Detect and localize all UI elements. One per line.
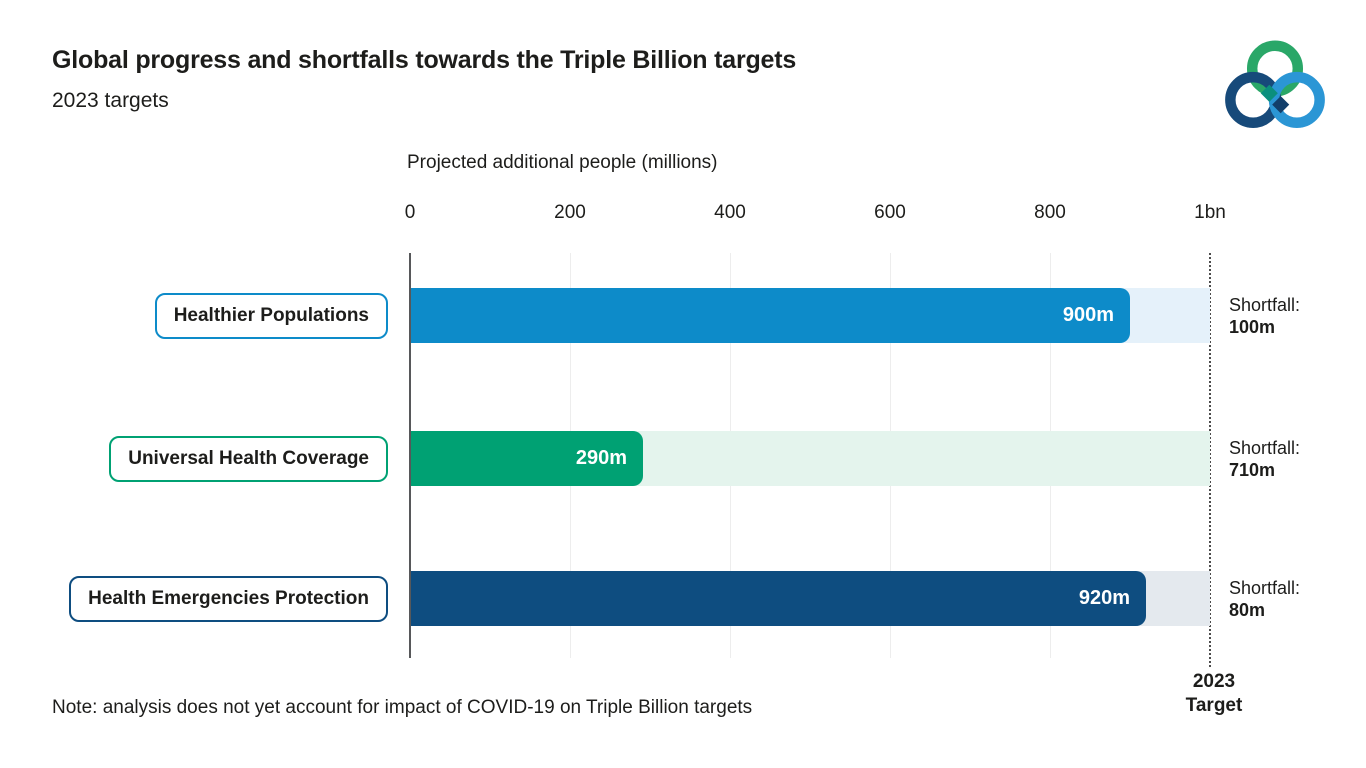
x-tick-label: 1bn <box>1194 202 1226 223</box>
x-tick-label: 400 <box>714 202 746 223</box>
shortfall-caption: Shortfall: <box>1229 437 1301 458</box>
target-line-label-word: Target <box>1185 695 1243 716</box>
shortfall-label: Shortfall: 710m <box>1229 437 1300 481</box>
category-label-box: Health Emergencies Protection <box>69 575 388 622</box>
chart-row: 290m Universal Health Coverage Shortfall… <box>0 431 1366 486</box>
shortfall-caption: Shortfall: <box>1229 294 1301 315</box>
category-label: Healthier Populations <box>173 304 369 326</box>
x-axis-title: Projected additional people (millions) <box>407 152 718 173</box>
target-line-label-year: 2023 <box>1192 671 1236 692</box>
shortfall-value: 80m <box>1229 599 1266 620</box>
bar: 290m <box>411 431 643 486</box>
bar-value-label: 900m <box>1062 304 1114 326</box>
x-tick-label: 200 <box>554 202 586 223</box>
category-label: Health Emergencies Protection <box>88 587 369 609</box>
x-tick-label: 800 <box>1034 202 1066 223</box>
chart-row: 900m Healthier Populations Shortfall: 10… <box>0 288 1366 343</box>
triple-billion-logo <box>1218 40 1332 143</box>
bar-value-label: 920m <box>1078 587 1130 609</box>
target-line-label: 2023 Target <box>1186 670 1243 718</box>
x-tick-label: 0 <box>404 202 416 223</box>
category-label-box: Universal Health Coverage <box>109 435 388 482</box>
shortfall-caption: Shortfall: <box>1229 577 1301 598</box>
target-dotted-line <box>1209 253 1211 667</box>
shortfall-label: Shortfall: 80m <box>1229 577 1300 621</box>
footnote: Note: analysis does not yet account for … <box>52 697 753 718</box>
chart-row: 920m Health Emergencies Protection Short… <box>0 571 1366 626</box>
shortfall-value: 100m <box>1229 316 1276 337</box>
bar-value-label: 290m <box>575 447 627 469</box>
page-title: Global progress and shortfalls towards t… <box>52 46 797 74</box>
category-label: Universal Health Coverage <box>128 447 369 469</box>
shortfall-label: Shortfall: 100m <box>1229 294 1300 338</box>
x-axis-ticks: 0 200 400 600 800 1bn <box>0 202 1366 226</box>
y-axis-line <box>409 253 411 658</box>
bar: 920m <box>411 571 1146 626</box>
bar: 900m <box>411 288 1130 343</box>
shortfall-value: 710m <box>1229 459 1276 480</box>
page-subtitle: 2023 targets <box>52 89 169 112</box>
category-label-box: Healthier Populations <box>154 292 388 339</box>
x-tick-label: 600 <box>874 202 906 223</box>
